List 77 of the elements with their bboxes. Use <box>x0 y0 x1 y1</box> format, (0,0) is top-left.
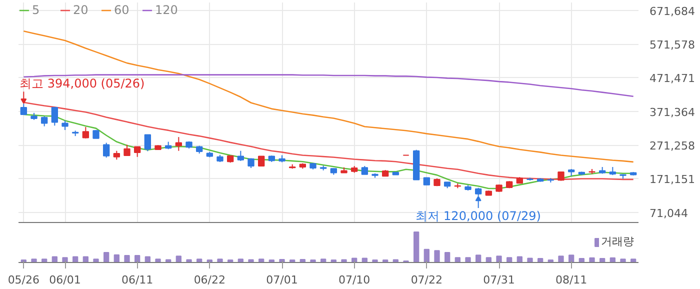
bar <box>506 257 512 262</box>
annotation: 최고 394,000 (05/26) <box>20 76 145 91</box>
bar <box>454 257 460 262</box>
bar <box>434 250 440 262</box>
bar <box>52 256 58 262</box>
candlestick <box>175 136 182 152</box>
bar <box>578 258 584 262</box>
y-tick-label: 371,364 <box>650 106 695 119</box>
bar <box>82 256 88 262</box>
legend-label: 60 <box>114 3 130 17</box>
bar <box>72 256 78 262</box>
y-tick-label: 71,044 <box>650 206 688 220</box>
x-tick-label: 06/11 <box>121 274 154 286</box>
bar <box>258 258 264 262</box>
x-tick-label: 05/26 <box>8 274 40 286</box>
y-tick-label: 571,578 <box>650 38 695 52</box>
bar <box>320 258 326 262</box>
x-tick-label: 08/11 <box>555 274 588 286</box>
x-tick-label: 07/10 <box>338 274 370 286</box>
bar <box>62 257 68 262</box>
bar <box>620 258 626 262</box>
bar <box>362 258 368 262</box>
candlestick <box>248 158 254 169</box>
y-tick-label: 471,471 <box>650 72 695 86</box>
bar <box>538 258 544 262</box>
bar <box>486 257 492 262</box>
bar <box>310 260 316 262</box>
y-tick-label: 271,258 <box>650 140 695 153</box>
bar <box>155 258 161 262</box>
bar <box>527 258 533 262</box>
bar <box>630 258 636 262</box>
legend-label: 거래량 <box>601 234 634 249</box>
bar <box>31 258 37 262</box>
bar <box>176 256 182 262</box>
bar <box>144 256 150 262</box>
annotation: 최저 120,000 (07/29) <box>416 209 541 224</box>
legend-label: 20 <box>73 3 90 17</box>
y-tick-label: 671,684 <box>650 4 695 18</box>
bar <box>444 252 450 262</box>
bar <box>476 254 482 262</box>
x-tick-label: 07/31 <box>483 274 515 286</box>
candlestick <box>237 150 244 162</box>
candlestick <box>134 146 141 158</box>
bar <box>93 258 99 262</box>
candlestick <box>40 116 48 127</box>
x-tick-label: 07/01 <box>266 274 298 286</box>
bar <box>496 256 502 262</box>
bar <box>600 258 606 262</box>
x-tick-label: 06/22 <box>194 274 226 286</box>
candlestick <box>124 144 130 156</box>
candlestick <box>144 134 152 152</box>
bar <box>238 258 244 262</box>
bar <box>372 260 378 262</box>
x-tick-label: 07/22 <box>410 274 443 286</box>
bar <box>114 254 120 262</box>
legend-label: 120 <box>155 3 178 17</box>
bar <box>516 256 522 262</box>
bar <box>558 256 564 262</box>
bar <box>196 258 202 262</box>
y-tick-label: 171,151 <box>650 173 695 186</box>
bar <box>104 252 110 262</box>
legend-label: 5 <box>32 3 41 17</box>
bar <box>424 248 430 262</box>
bar <box>414 232 420 262</box>
bar <box>568 254 574 262</box>
candlestick <box>102 142 110 158</box>
candlestick <box>82 126 90 139</box>
candlestick <box>51 106 58 126</box>
bar <box>589 257 595 262</box>
bar <box>42 258 48 262</box>
bar <box>465 257 471 262</box>
candlestick <box>62 120 68 130</box>
bar <box>124 254 130 262</box>
candlestick <box>558 171 564 182</box>
bar <box>217 258 223 262</box>
candlestick <box>258 156 265 166</box>
x-tick-label: 06/01 <box>49 274 81 286</box>
